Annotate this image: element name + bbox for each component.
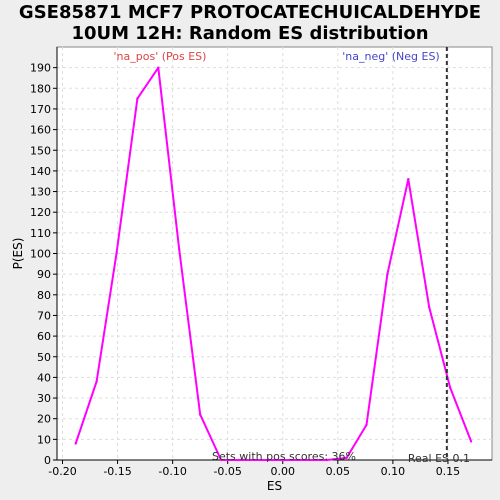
pos-es-label: 'na_pos' (Pos ES) [114,50,207,63]
x-tick-label: -0.10 [158,465,186,478]
y-tick-label: 90 [37,268,51,281]
x-tick-label: 0.05 [326,465,351,478]
y-tick-label: 160 [30,124,51,137]
neg-es-label: 'na_neg' (Neg ES) [342,50,439,63]
x-tick-label: -0.20 [48,465,76,478]
data-point [386,273,388,275]
data-point [428,306,430,308]
x-tick-label: -0.15 [103,465,131,478]
x-tick-label: 0.10 [381,465,406,478]
data-point [136,97,138,99]
y-tick-label: 10 [37,433,51,446]
x-tick-label: 0.00 [271,465,296,478]
y-tick-label: 80 [37,289,51,302]
data-point [365,424,367,426]
y-tick-label: 150 [30,144,51,157]
data-point [470,440,472,442]
data-point [407,178,409,180]
pos-score-text: Sets with pos scores: 36% [212,450,356,463]
data-point [95,380,97,382]
y-tick-label: 70 [37,309,51,322]
y-tick-label: 60 [37,330,51,343]
y-tick-label: 30 [37,392,51,405]
data-point [115,252,117,254]
y-tick-label: 190 [30,62,51,75]
y-tick-label: 170 [30,103,51,116]
y-tick-label: 140 [30,165,51,178]
y-tick-label: 110 [30,227,51,240]
y-axis-label: P(ES) [11,238,25,270]
data-point [157,66,159,68]
data-point [178,248,180,250]
data-point [199,413,201,415]
y-tick-label: 100 [30,248,51,261]
y-tick-label: 20 [37,413,51,426]
data-point [449,387,451,389]
x-tick-label: -0.05 [213,465,241,478]
x-tick-label: 0.15 [436,465,461,478]
x-axis-label: ES [267,479,282,493]
y-tick-label: 40 [37,371,51,384]
y-tick-label: 120 [30,206,51,219]
y-tick-label: 50 [37,351,51,364]
real-es-text: Real ES 0.1 [408,452,470,465]
y-tick-label: 180 [30,82,51,95]
y-tick-label: 130 [30,186,51,199]
data-point [75,442,77,444]
